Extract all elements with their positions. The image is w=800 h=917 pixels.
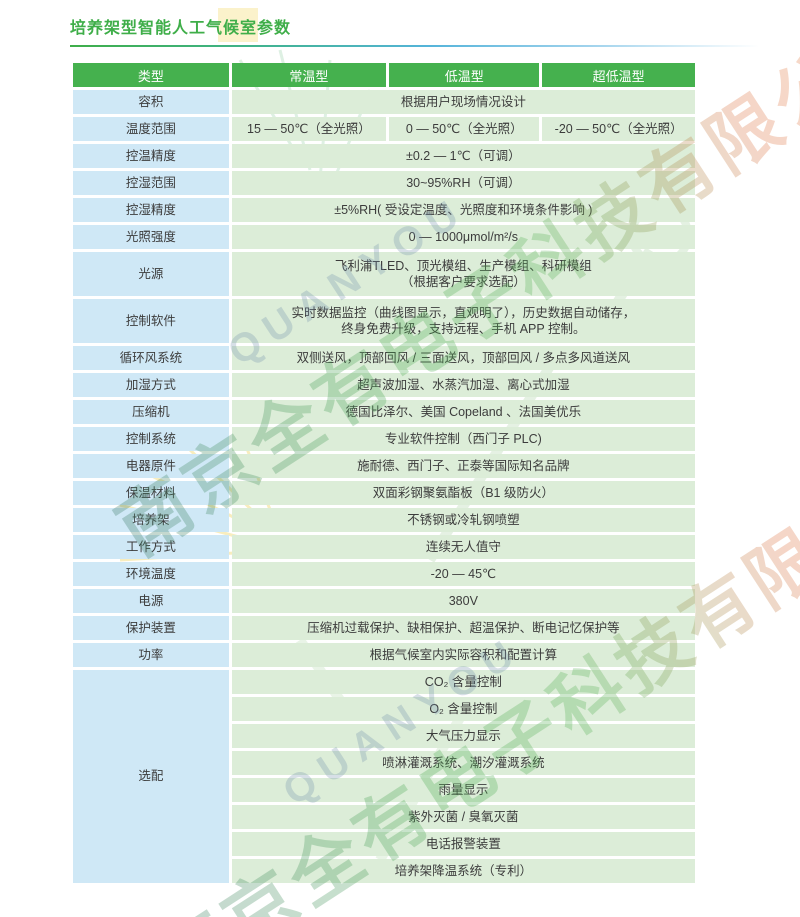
row-value: -20 — 45℃ bbox=[231, 562, 695, 586]
page-title: 培养架型智能人工气候室参数 bbox=[70, 20, 292, 37]
optional-item: O₂ 含量控制 bbox=[231, 697, 695, 721]
row-label: 工作方式 bbox=[73, 535, 229, 559]
row-value: 专业软件控制（西门子 PLC) bbox=[231, 427, 695, 451]
table-row: 加湿方式 超声波加湿、水蒸汽加湿、离心式加湿 bbox=[73, 373, 695, 397]
optional-item: 大气压力显示 bbox=[231, 724, 695, 748]
table-row: 培养架降温系统（专利） bbox=[73, 859, 695, 883]
row-value: 不锈钢或冷轧钢喷塑 bbox=[231, 508, 695, 532]
col-header-type: 类型 bbox=[73, 63, 229, 87]
table-row: 容积 根据用户现场情况设计 bbox=[73, 90, 695, 114]
row-value: 根据气候室内实际容积和配置计算 bbox=[231, 643, 695, 667]
table-row: 大气压力显示 bbox=[73, 724, 695, 748]
row-value: 双面彩钢聚氨酯板（B1 级防火） bbox=[231, 481, 695, 505]
table-row: 紫外灭菌 / 臭氧灭菌 bbox=[73, 805, 695, 829]
col-header-ultra-low-temp: 超低温型 bbox=[542, 63, 695, 87]
row-label: 环境温度 bbox=[73, 562, 229, 586]
row-value: 飞利浦TLED、顶光模组、生产模组、科研模组 （根据客户要求选配） bbox=[231, 252, 695, 296]
table-row: 温度范围 15 — 50℃（全光照） 0 — 50℃（全光照） -20 — 50℃（全… bbox=[73, 117, 695, 141]
optional-item: CO₂ 含量控制 bbox=[231, 670, 695, 694]
row-label: 光照强度 bbox=[73, 225, 229, 249]
table-row: 控制软件 实时数据监控（曲线图显示，直观明了），历史数据自动储存， 终身免费升级，… bbox=[73, 299, 695, 343]
row-label: 加湿方式 bbox=[73, 373, 229, 397]
table-row: 选配 CO₂ 含量控制 bbox=[73, 670, 695, 883]
table-row: 喷淋灌溉系统、潮汐灌溉系统 bbox=[73, 751, 695, 775]
row-value: 0 — 50℃（全光照） bbox=[389, 117, 540, 141]
row-label: 控湿范围 bbox=[73, 171, 229, 195]
row-value: 超声波加湿、水蒸汽加湿、离心式加湿 bbox=[231, 373, 695, 397]
row-label: 控制系统 bbox=[73, 427, 229, 451]
row-value: 德国比泽尔、美国 Copeland 、法国美优乐 bbox=[231, 400, 695, 424]
table-row: 控湿范围 30~95%RH（可调） bbox=[73, 171, 695, 195]
row-label-optional: 选配 bbox=[73, 670, 229, 883]
table-row: 功率 根据气候室内实际容积和配置计算 bbox=[73, 643, 695, 667]
row-value: 15 — 50℃（全光照） bbox=[231, 117, 387, 141]
row-label: 容积 bbox=[73, 90, 229, 114]
row-value: ±0.2 — 1℃（可调） bbox=[231, 144, 695, 168]
row-label: 培养架 bbox=[73, 508, 229, 532]
table-row: 保护装置 压缩机过载保护、缺相保护、超温保护、断电记忆保护等 bbox=[73, 616, 695, 640]
title-underline bbox=[70, 45, 788, 47]
header-row: 类型 常温型 低温型 超低温型 bbox=[73, 63, 695, 87]
table-row: 电源 380V bbox=[73, 589, 695, 613]
row-value: 30~95%RH（可调） bbox=[231, 171, 695, 195]
table-row: 控湿精度 ±5%RH( 受设定温度、光照度和环境条件影响 ) bbox=[73, 198, 695, 222]
row-value: ±5%RH( 受设定温度、光照度和环境条件影响 ) bbox=[231, 198, 695, 222]
spec-table: 类型 常温型 低温型 超低温型 容积 根据用户现场情况设计 温度范围 15 — 50℃… bbox=[70, 60, 698, 886]
table-row: 光源 飞利浦TLED、顶光模组、生产模组、科研模组 （根据客户要求选配） bbox=[73, 252, 695, 296]
row-value: 实时数据监控（曲线图显示，直观明了），历史数据自动储存， 终身免费升级，支持远程… bbox=[231, 299, 695, 343]
row-label: 控制软件 bbox=[73, 299, 229, 343]
table-row: 培养架 不锈钢或冷轧钢喷塑 bbox=[73, 508, 695, 532]
row-value: 根据用户现场情况设计 bbox=[231, 90, 695, 114]
col-header-normal-temp: 常温型 bbox=[231, 63, 387, 87]
table-row: 控制系统 专业软件控制（西门子 PLC) bbox=[73, 427, 695, 451]
row-value: 380V bbox=[231, 589, 695, 613]
table-row: 雨量显示 bbox=[73, 778, 695, 802]
row-label: 压缩机 bbox=[73, 400, 229, 424]
table-row: 工作方式 连续无人值守 bbox=[73, 535, 695, 559]
row-label: 电源 bbox=[73, 589, 229, 613]
row-label: 控温精度 bbox=[73, 144, 229, 168]
row-label: 温度范围 bbox=[73, 117, 229, 141]
table-row: O₂ 含量控制 bbox=[73, 697, 695, 721]
table-row: 循环风系统 双侧送风，顶部回风 / 三面送风，顶部回风 / 多点多风道送风 bbox=[73, 346, 695, 370]
optional-item: 喷淋灌溉系统、潮汐灌溉系统 bbox=[231, 751, 695, 775]
row-label: 电器原件 bbox=[73, 454, 229, 478]
row-value: 压缩机过载保护、缺相保护、超温保护、断电记忆保护等 bbox=[231, 616, 695, 640]
row-label: 光源 bbox=[73, 252, 229, 296]
table-row: 控温精度 ±0.2 — 1℃（可调） bbox=[73, 144, 695, 168]
optional-item: 雨量显示 bbox=[231, 778, 695, 802]
row-label: 功率 bbox=[73, 643, 229, 667]
row-label: 控湿精度 bbox=[73, 198, 229, 222]
row-value: -20 — 50℃（全光照） bbox=[542, 117, 695, 141]
table-row: 电话报警装置 bbox=[73, 832, 695, 856]
table-row: 保温材料 双面彩钢聚氨酯板（B1 级防火） bbox=[73, 481, 695, 505]
row-value: 双侧送风，顶部回风 / 三面送风，顶部回风 / 多点多风道送风 bbox=[231, 346, 695, 370]
optional-item: 紫外灭菌 / 臭氧灭菌 bbox=[231, 805, 695, 829]
table-row: 光照强度 0 — 1000μmol/m²/s bbox=[73, 225, 695, 249]
row-value: 连续无人值守 bbox=[231, 535, 695, 559]
col-header-low-temp: 低温型 bbox=[389, 63, 540, 87]
row-label: 保护装置 bbox=[73, 616, 229, 640]
table-row: 压缩机 德国比泽尔、美国 Copeland 、法国美优乐 bbox=[73, 400, 695, 424]
table-row: 电器原件 施耐德、西门子、正泰等国际知名品牌 bbox=[73, 454, 695, 478]
table-row: 环境温度 -20 — 45℃ bbox=[73, 562, 695, 586]
optional-item: 电话报警装置 bbox=[231, 832, 695, 856]
row-value: 0 — 1000μmol/m²/s bbox=[231, 225, 695, 249]
row-label: 循环风系统 bbox=[73, 346, 229, 370]
optional-item: 培养架降温系统（专利） bbox=[231, 859, 695, 883]
row-value: 施耐德、西门子、正泰等国际知名品牌 bbox=[231, 454, 695, 478]
row-label: 保温材料 bbox=[73, 481, 229, 505]
